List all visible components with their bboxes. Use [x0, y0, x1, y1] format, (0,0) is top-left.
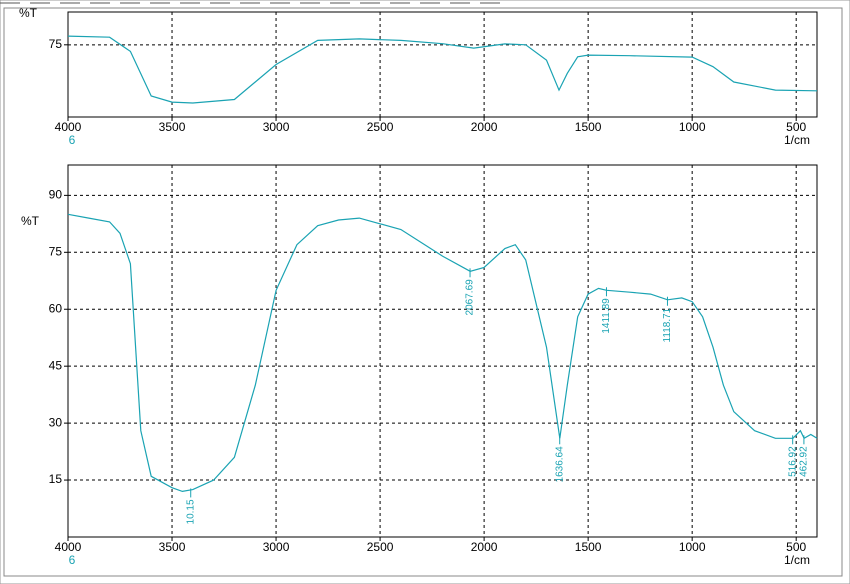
y-tick-label: 75: [49, 37, 63, 51]
plot-area: [67, 11, 818, 118]
spectrum-line: [67, 213, 818, 493]
peak-label: 462.92: [799, 446, 810, 477]
peak-label: 516.92: [787, 446, 798, 477]
x-tick-label: 1000: [679, 120, 706, 134]
x-tick-label: 500: [786, 120, 806, 134]
x-tick-label: 3000: [263, 120, 290, 134]
y-tick-label: 60: [49, 301, 63, 315]
x-tick-label: 2000: [471, 120, 498, 134]
x-axis-label: 1/cm: [784, 133, 810, 147]
panel-frame: [3, 7, 843, 577]
y-tick-label: 15: [49, 472, 63, 486]
y-axis-label: %T: [21, 214, 40, 228]
y-tick-label: 90: [49, 188, 63, 202]
y-tick-label: 75: [49, 244, 63, 258]
x-tick-label: 1500: [575, 540, 602, 554]
x-tick-label: 2000: [471, 540, 498, 554]
x-tick-label: 1000: [679, 540, 706, 554]
x-tick-label: 1500: [575, 120, 602, 134]
x-tick-label: 4000: [55, 120, 82, 134]
y-tick-label: 45: [49, 358, 63, 372]
x-tick-label: 3000: [263, 540, 290, 554]
peak-label: 2067.69: [465, 279, 476, 316]
x-tick-label: 2500: [367, 120, 394, 134]
peak-label: 1118.71: [662, 307, 673, 342]
peak-label: 1636.64: [554, 446, 565, 483]
y-tick-label: 30: [49, 415, 63, 429]
x-note: 6: [69, 133, 76, 147]
x-axis-label: 1/cm: [784, 553, 810, 567]
peak-label: 1411.89: [601, 298, 612, 334]
spectrum-line: [67, 35, 818, 104]
peak-label: 10.15: [185, 499, 196, 524]
x-tick-label: 3500: [159, 540, 186, 554]
plot-area: [67, 164, 818, 538]
x-tick-label: 500: [786, 540, 806, 554]
x-tick-label: 4000: [55, 540, 82, 554]
x-tick-label: 2500: [367, 540, 394, 554]
x-note: 6: [69, 553, 76, 567]
y-axis-label: %T: [19, 6, 38, 20]
x-tick-label: 3500: [159, 120, 186, 134]
